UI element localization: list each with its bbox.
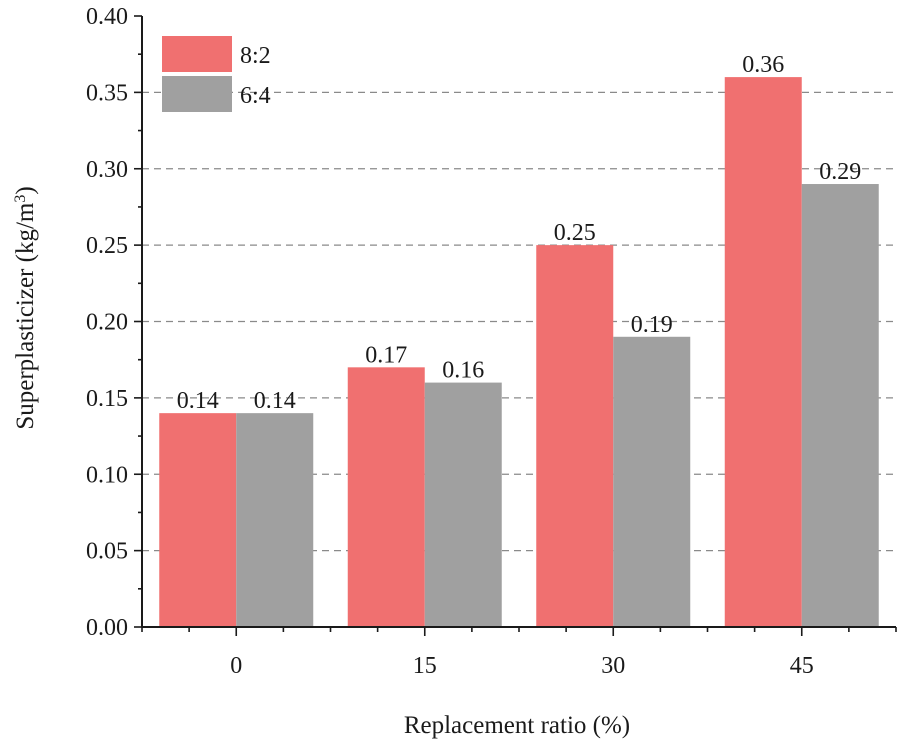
- bar-value-label: 0.25: [554, 220, 596, 246]
- bar: [613, 336, 691, 627]
- x-axis-title: Replacement ratio (%): [404, 712, 630, 739]
- y-tick-label: 0.05: [86, 539, 128, 565]
- bar-value-label: 0.36: [742, 52, 784, 78]
- y-axis-title: Superplasticizer (kg/m3): [12, 186, 40, 429]
- y-axis-title-close: ): [12, 186, 39, 194]
- bar: [347, 367, 425, 627]
- x-tick-label: 45: [790, 653, 814, 679]
- y-tick-label: 0.30: [86, 157, 128, 183]
- bar: [159, 413, 237, 627]
- legend-swatch: [162, 76, 232, 112]
- bar: [536, 245, 614, 627]
- x-tick-label: 15: [413, 653, 437, 679]
- y-tick-label: 0.20: [86, 310, 128, 336]
- bar-value-label: 0.17: [365, 342, 407, 368]
- y-tick-label: 0.15: [86, 386, 128, 412]
- data-labels: 0.14 0.14 0.17 0.16 0.25 0.19 0.36 0.29: [177, 52, 862, 414]
- x-axis-ticks: 0 15 30 45: [141, 627, 897, 679]
- bar-value-label: 0.29: [819, 159, 861, 185]
- bars: [159, 77, 879, 628]
- y-axis-ticks: 0.00 0.05 0.10 0.15 0.20 0.25 0.30 0.35 0.40: [86, 4, 142, 641]
- x-tick-label: 30: [601, 653, 625, 679]
- bar-value-label: 0.19: [631, 312, 673, 338]
- bar: [801, 184, 879, 627]
- bar-value-label: 0.14: [254, 388, 296, 414]
- legend-swatch: [162, 36, 232, 72]
- legend-label: 8:2: [240, 43, 271, 69]
- y-axis-title-superscript: 3: [12, 195, 29, 203]
- bar-value-label: 0.16: [442, 358, 484, 384]
- y-tick-label: 0.40: [86, 4, 128, 30]
- x-tick-label: 0: [230, 653, 242, 679]
- legend-label: 6:4: [240, 83, 271, 109]
- legend: 8:2 6:4: [162, 36, 271, 112]
- y-tick-label: 0.25: [86, 233, 128, 259]
- y-tick-label: 0.10: [86, 462, 128, 488]
- bar-value-label: 0.14: [177, 388, 219, 414]
- y-axis-title-main: Superplasticizer (kg/m: [12, 202, 39, 430]
- y-tick-label: 0.35: [86, 80, 128, 106]
- bar: [236, 413, 314, 627]
- y-tick-label: 0.00: [86, 615, 128, 641]
- bar: [424, 382, 502, 627]
- bar: [724, 77, 802, 628]
